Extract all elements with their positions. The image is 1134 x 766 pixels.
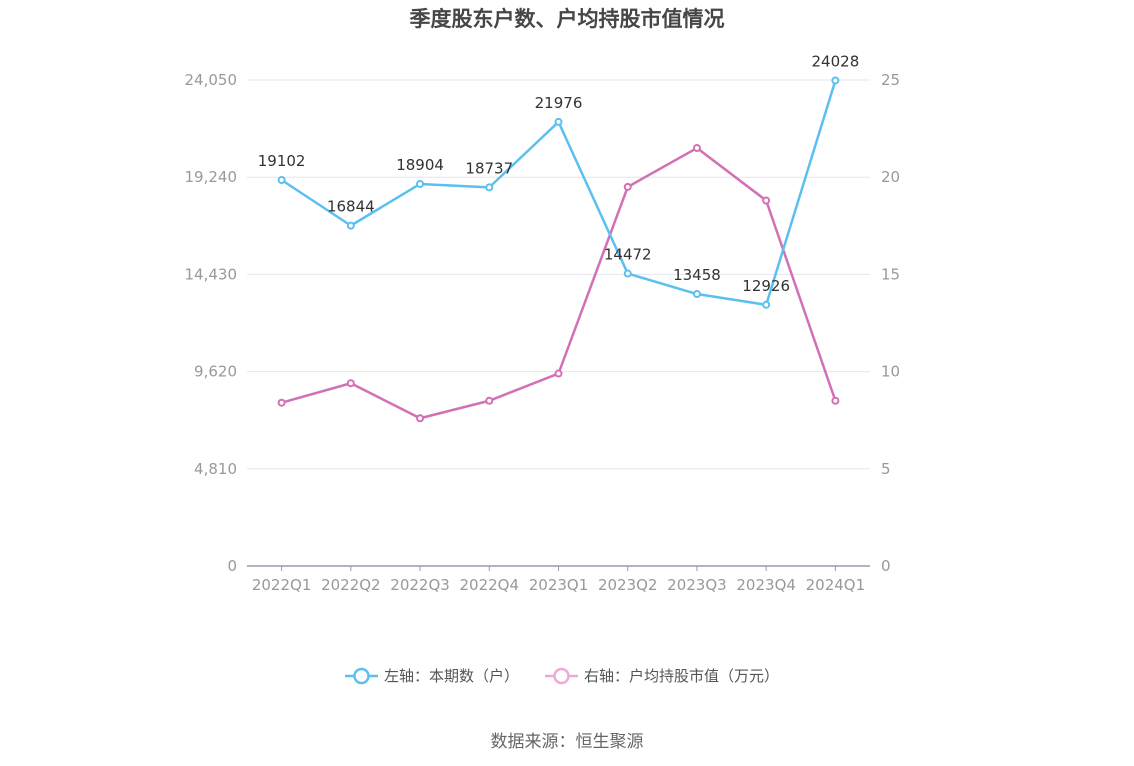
x-tick-label: 2023Q3: [667, 576, 727, 594]
legend-swatch-marker: [553, 667, 570, 685]
series-line-holders: [280, 80, 837, 307]
right-tick-label: 10: [881, 363, 900, 381]
data-label: 19102: [258, 152, 306, 170]
data-point: [346, 221, 355, 230]
data-point: [485, 396, 494, 405]
data-point: [554, 369, 563, 378]
data-label: 21976: [535, 94, 583, 112]
source-note: 数据来源：恒生聚源: [491, 732, 644, 752]
data-label: 18904: [396, 156, 444, 174]
left-tick-label: 4,810: [194, 460, 237, 478]
x-tick-label: 2023Q2: [598, 576, 658, 594]
legend-label: 右轴：户均持股市值（万元）: [584, 667, 779, 685]
right-axis: 0 5 10 15 20 25: [881, 71, 900, 575]
left-tick-label: 24,050: [185, 71, 238, 89]
data-point: [416, 414, 425, 423]
legend-label: 左轴：本期数（户）: [384, 667, 519, 685]
right-tick-label: 5: [881, 460, 891, 478]
x-tick-label: 2022Q4: [460, 576, 520, 594]
left-tick-label: 14,430: [185, 265, 238, 283]
x-tick-label: 2022Q1: [252, 576, 312, 594]
left-tick-label: 0: [227, 557, 237, 575]
x-tick-label: 2022Q2: [321, 576, 381, 594]
legend: 左轴：本期数（户） 右轴：户均持股市值（万元）: [345, 667, 779, 685]
data-label: 14472: [604, 246, 652, 264]
grid-lines: [247, 79, 870, 470]
data-point: [692, 144, 701, 153]
data-point: [623, 269, 632, 278]
data-point: [623, 182, 632, 191]
series-layer: 19102 16844 18904 18737 21976 14472 13458 12926…: [258, 52, 860, 423]
x-axis: 2022Q1 2022Q2 2022Q3 2022Q4 2023Q1 2023Q2 2023…: [252, 566, 865, 594]
data-label: 12926: [742, 277, 790, 295]
data-point: [762, 300, 771, 309]
x-tick-label: 2023Q1: [529, 576, 589, 594]
data-point: [416, 179, 425, 188]
data-point: [277, 175, 286, 184]
left-tick-label: 9,620: [194, 363, 237, 381]
x-tick-label: 2024Q1: [806, 576, 866, 594]
data-label: 16844: [327, 198, 375, 216]
data-label: 18737: [465, 159, 513, 177]
data-label: 24028: [812, 52, 860, 70]
right-tick-label: 0: [881, 557, 891, 575]
right-tick-label: 25: [881, 71, 900, 89]
data-point: [831, 76, 840, 85]
data-point: [277, 398, 286, 407]
data-point: [692, 290, 701, 299]
left-axis: 0 4,810 9,620 14,430 19,240 24,050: [185, 71, 238, 575]
data-point: [831, 396, 840, 405]
x-tick-label: 2023Q4: [736, 576, 796, 594]
right-tick-label: 15: [881, 265, 900, 283]
left-tick-label: 19,240: [185, 168, 238, 186]
right-tick-label: 20: [881, 168, 900, 186]
legend-swatch-marker: [353, 667, 370, 685]
data-point: [554, 117, 563, 126]
data-point: [346, 379, 355, 388]
x-tick-label: 2022Q3: [390, 576, 450, 594]
data-point: [485, 183, 494, 192]
data-point: [762, 196, 771, 205]
data-label: 13458: [673, 266, 721, 284]
chart-title: 季度股东户数、户均持股市值情况: [410, 7, 725, 31]
